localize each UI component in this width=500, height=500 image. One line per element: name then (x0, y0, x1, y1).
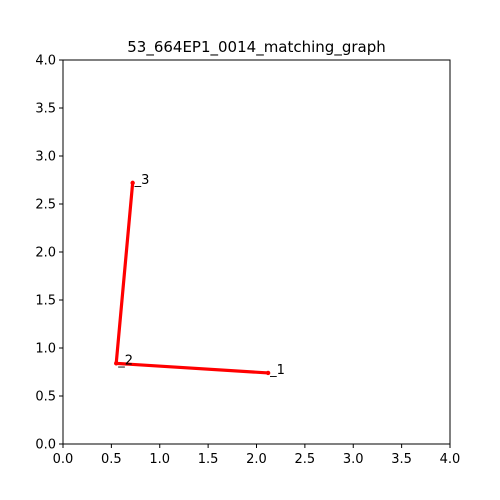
y-axis: 0.0 0.5 1.0 1.5 2.0 2.5 3.0 3.5 4.0 (35, 54, 63, 453)
x-tick-label: 1.0 (149, 452, 170, 467)
plot-frame (62, 59, 451, 445)
graph-edge (114, 361, 270, 375)
x-tick-label: 3.5 (391, 452, 412, 467)
x-tick-label: 0.0 (53, 452, 74, 467)
x-tick-label: 2.5 (295, 452, 316, 467)
x-tick-label: 2.0 (246, 452, 267, 467)
x-tick-label: 0.5 (101, 452, 122, 467)
graph-node-point (114, 361, 119, 366)
graph-node-label: _1 (269, 363, 285, 378)
graph-edges (114, 181, 270, 375)
x-axis: 0.0 0.5 1.0 1.5 2.0 2.5 3.0 3.5 4.0 (53, 444, 461, 467)
x-tick-label: 3.0 (343, 452, 364, 467)
chart-title: 53_664EP1_0014_matching_graph (127, 38, 386, 57)
y-tick-label: 1.5 (35, 294, 56, 309)
x-tick-label: 4.0 (440, 452, 461, 467)
graph-node-point (265, 370, 271, 376)
graph-node-point (130, 180, 135, 186)
y-tick-label: 2.0 (35, 246, 56, 261)
graph-node-label: _3 (134, 173, 150, 188)
y-tick-label: 4.0 (35, 54, 56, 69)
y-tick-label: 3.5 (35, 102, 56, 117)
y-tick-label: 3.0 (35, 150, 56, 165)
graph-edge (114, 181, 135, 365)
y-tick-label: 2.5 (35, 198, 56, 213)
graph-node-label: _2 (117, 353, 133, 368)
y-tick-label: 0.0 (35, 438, 56, 453)
graph-nodes: _1 _2 _3 (114, 173, 285, 378)
x-tick-label: 1.5 (198, 452, 219, 467)
y-tick-label: 1.0 (35, 342, 56, 357)
y-tick-label: 0.5 (35, 390, 56, 405)
